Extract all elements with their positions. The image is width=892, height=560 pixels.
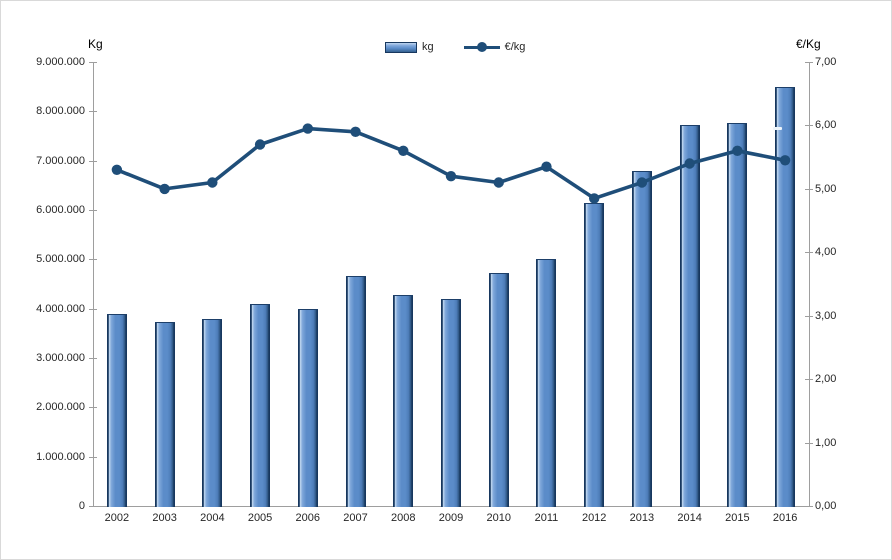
line-series-swatch-icon [463, 42, 500, 52]
x-axis-category-label: 2009 [438, 512, 464, 524]
x-axis-category-label: 2015 [725, 512, 750, 524]
x-axis-category-label: 2012 [581, 512, 607, 524]
bar-2016[interactable] [775, 87, 796, 507]
bar-2002[interactable] [106, 314, 127, 507]
x-axis-category-label: 2014 [677, 512, 702, 524]
line-marker-icon [476, 42, 487, 52]
left-axis-tick [89, 111, 97, 113]
line-point-2006[interactable] [302, 123, 313, 134]
legend: kg €/kg [385, 41, 525, 53]
left-axis-tick [89, 407, 97, 409]
legend-label-kg: kg [422, 41, 434, 53]
left-axis-tick [89, 259, 97, 261]
x-axis-category-label: 2013 [629, 512, 655, 524]
right-axis-tick-label: 4,00 [815, 246, 837, 259]
bar-2008[interactable] [393, 294, 414, 507]
x-axis-category-label: 2006 [295, 512, 321, 524]
bar-2009[interactable] [441, 299, 461, 507]
right-axis-tick-label: 7,00 [815, 56, 837, 68]
x-axis-category-label: 2016 [772, 512, 798, 524]
bar-2010[interactable] [488, 272, 509, 507]
left-axis-title: Kg [88, 37, 103, 51]
bar-2011[interactable] [536, 259, 557, 507]
right-axis-tick [805, 506, 813, 507]
bar-glare-dash [773, 127, 783, 130]
right-axis-tick [805, 315, 813, 317]
line-point-2010[interactable] [493, 177, 504, 188]
left-axis-tick-label: 3.000.000 [36, 352, 85, 364]
line-point-2009[interactable] [445, 171, 457, 182]
bar-2005[interactable] [250, 303, 271, 507]
x-axis-category-label: 2004 [200, 512, 225, 524]
line-point-2011[interactable] [541, 161, 552, 172]
bar-2004[interactable] [202, 318, 223, 507]
right-axis-tick-label: 2,00 [815, 373, 837, 386]
line-point-2008[interactable] [398, 145, 409, 156]
bar-2007[interactable] [345, 275, 366, 507]
left-axis-tick [89, 308, 97, 310]
x-axis-category-label: 2002 [104, 512, 130, 524]
line-point-2002[interactable] [111, 164, 123, 175]
bar-2013[interactable] [631, 170, 652, 507]
left-axis-tick-label: 4.000.000 [36, 302, 85, 315]
left-axis-tick-label: 1.000.000 [36, 450, 85, 463]
right-axis-title: €/Kg [796, 37, 821, 51]
left-axis-tick-label: 7.000.000 [36, 154, 85, 167]
bar-2015[interactable] [727, 123, 748, 507]
bar-2003[interactable] [154, 321, 175, 507]
bar-2006[interactable] [297, 308, 318, 507]
left-axis-tick-label: 6.000.000 [36, 204, 85, 216]
x-axis-category-label: 2003 [152, 512, 177, 524]
right-axis-tick [805, 188, 813, 190]
right-axis-tick [805, 252, 813, 254]
left-axis-tick [89, 160, 97, 162]
right-axis-line [809, 62, 810, 507]
right-axis-tick [805, 62, 813, 63]
legend-label-eur-per-kg: €/kg [504, 41, 526, 53]
right-axis-tick [805, 442, 813, 444]
left-axis-tick [89, 210, 97, 211]
left-axis-tick-label: 5.000.000 [36, 253, 85, 266]
legend-item-eur-per-kg[interactable]: €/kg [463, 41, 526, 53]
right-axis-tick-label: 0,00 [815, 500, 837, 512]
bar-2012[interactable] [584, 202, 605, 507]
left-axis-line [93, 62, 94, 507]
right-axis-tick [805, 125, 813, 127]
x-axis-category-label: 2008 [391, 512, 416, 524]
line-point-2007[interactable] [350, 126, 361, 137]
legend-item-kg[interactable]: kg [385, 41, 434, 53]
x-axis-category-label: 2005 [247, 512, 273, 524]
left-axis-tick-label: 2.000.000 [36, 401, 85, 414]
left-axis-tick [89, 506, 97, 507]
left-axis-tick-label: 0 [78, 500, 85, 512]
right-axis-tick [805, 379, 813, 381]
line-point-2003[interactable] [159, 183, 170, 195]
right-axis-tick-label: 5,00 [815, 182, 837, 195]
x-axis-category-label: 2010 [486, 512, 511, 524]
x-axis-category-label: 2011 [534, 512, 559, 524]
x-axis-category-label: 2007 [343, 512, 368, 524]
bar-2014[interactable] [679, 124, 700, 507]
bar-series-swatch-icon [385, 41, 417, 53]
line-point-2005[interactable] [254, 139, 266, 150]
right-axis-tick-label: 1,00 [815, 436, 837, 449]
right-axis-tick-label: 6,00 [815, 119, 837, 132]
left-axis-tick-label: 8.000.000 [36, 105, 85, 118]
line-point-2004[interactable] [207, 177, 218, 188]
right-axis-tick-label: 3,00 [815, 309, 837, 322]
left-axis-tick [89, 358, 97, 359]
left-axis-tick-label: 9.000.000 [36, 56, 85, 68]
left-axis-tick [89, 456, 97, 458]
left-axis-tick [89, 62, 97, 63]
